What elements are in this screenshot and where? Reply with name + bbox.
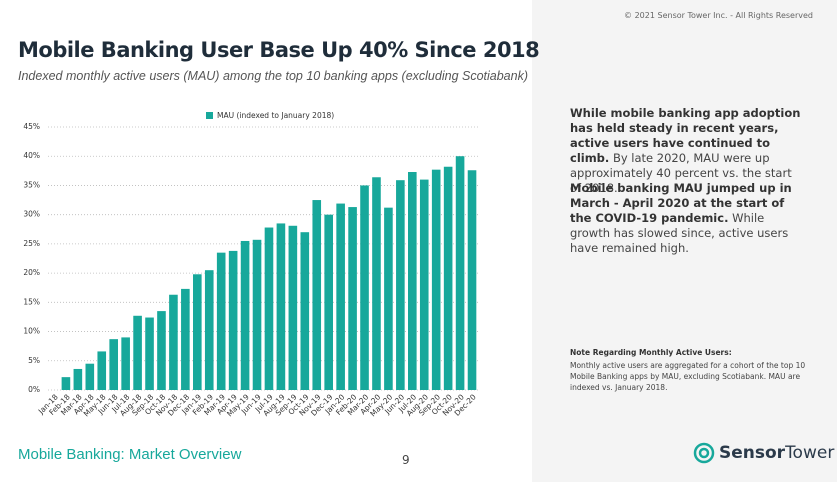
bar	[204, 270, 214, 390]
y-tick-label: 30%	[23, 210, 40, 219]
logo-text: Sensor	[719, 443, 786, 463]
bar	[252, 239, 262, 390]
insight-text: By late 2020, MAU were up approximately …	[570, 151, 792, 195]
insight-text: While growth has slowed since, active us…	[570, 211, 789, 255]
bar	[97, 351, 107, 390]
bar	[181, 288, 190, 390]
bar	[324, 214, 333, 390]
bar	[443, 166, 453, 390]
y-tick-label: 5%	[28, 356, 40, 365]
bar	[133, 315, 142, 390]
bar	[431, 169, 441, 390]
logo-icon	[693, 442, 715, 464]
insight: Mobile banking MAU jumped up in March - …	[570, 181, 805, 256]
bar	[121, 337, 130, 390]
bar	[276, 223, 286, 390]
y-tick-label: 20%	[23, 268, 40, 277]
y-tick-label: 35%	[23, 180, 40, 189]
insight-bold: While mobile banking app adoption has he…	[570, 106, 801, 165]
bar	[73, 368, 83, 390]
chart-title: Mobile Banking User Base Up 40% Since 20…	[18, 38, 540, 62]
copyright: © 2021 Sensor Tower Inc. - All Rights Re…	[624, 11, 813, 20]
bar	[348, 207, 357, 390]
bar	[300, 232, 310, 390]
bar	[145, 317, 154, 390]
page-number: 9	[402, 453, 410, 467]
y-tick-label: 40%	[23, 151, 40, 160]
legend-label: MAU (indexed to January 2018)	[217, 111, 334, 120]
y-tick-label: 25%	[23, 239, 40, 248]
bar	[61, 377, 71, 390]
side-panel	[532, 0, 837, 482]
bar	[264, 227, 274, 390]
bar	[396, 180, 405, 390]
bar	[109, 339, 118, 390]
bar	[372, 177, 381, 390]
bar	[216, 252, 226, 390]
bar	[455, 156, 465, 390]
bar	[240, 240, 250, 390]
legend-swatch	[206, 112, 213, 119]
bar	[85, 363, 95, 390]
y-tick-label: 10%	[23, 327, 40, 336]
insight-bold: Mobile banking MAU jumped up in March - …	[570, 181, 792, 225]
logo-text: Tower	[785, 443, 835, 463]
bar	[360, 185, 369, 390]
bar	[288, 225, 298, 390]
bar	[312, 200, 322, 390]
bar	[157, 311, 166, 390]
bar	[419, 179, 429, 390]
y-tick-label: 15%	[23, 297, 40, 306]
y-tick-label: 45%	[23, 122, 40, 131]
bar	[193, 274, 202, 390]
note-text: Monthly active users are aggregated for …	[570, 361, 806, 392]
chart: 0% 5% 10% 15% 20% 25% 30% 35% 40% 45% MAU (indexed…	[23, 111, 478, 418]
bar	[467, 170, 477, 390]
insight: While mobile banking app adoption has he…	[570, 106, 805, 196]
bar	[169, 294, 178, 390]
bar	[408, 172, 417, 390]
logo: Sensor Tower	[693, 442, 834, 464]
bar	[384, 207, 393, 390]
y-tick-label: 0%	[28, 385, 40, 394]
bar	[336, 203, 345, 390]
chart-subtitle: Indexed monthly active users (MAU) among…	[18, 69, 529, 83]
section-name: Mobile Banking: Market Overview	[18, 446, 242, 463]
bar	[228, 250, 238, 390]
note-title: Note Regarding Monthly Active Users:	[570, 348, 732, 357]
